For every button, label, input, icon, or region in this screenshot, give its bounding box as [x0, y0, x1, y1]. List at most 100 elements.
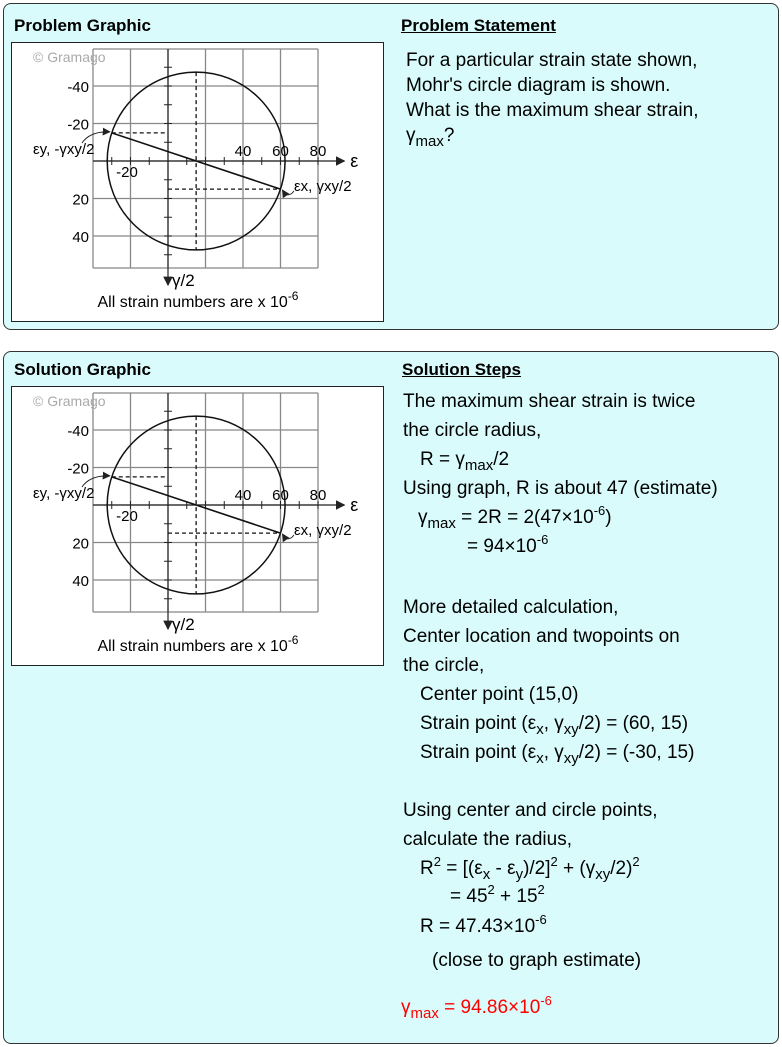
- step-line: = 452 + 152: [450, 883, 545, 908]
- x-tick-label: 80: [310, 143, 327, 160]
- y-tick-label: 20: [72, 536, 89, 553]
- text-segment: x: [482, 866, 491, 883]
- step-line: R2 = [(εx - εy)/2]2 + (γxy/2)2: [420, 855, 640, 883]
- x-axis-label: ε: [350, 151, 358, 171]
- pointer-arrow: [81, 127, 111, 144]
- x-axis-label: ε: [350, 495, 358, 515]
- step-line: R = γmax/2: [420, 449, 510, 474]
- watermark: © Gramago: [33, 393, 106, 409]
- point-y-label: εy, -γxy/2: [33, 485, 94, 502]
- x-tick-label: 80: [310, 487, 327, 504]
- point-x-label: εx, γxy/2: [294, 522, 352, 539]
- step-line: Using center and circle points,: [403, 800, 658, 822]
- text-segment: = 94×10: [467, 536, 537, 557]
- point-x-label: εx, γxy/2: [294, 178, 352, 195]
- text-segment: The maximum shear strain is twice: [403, 391, 696, 412]
- text-segment: ): [605, 507, 612, 528]
- text-segment: 2: [632, 854, 640, 869]
- diameter-line: [111, 132, 281, 190]
- text-segment: y: [515, 866, 524, 883]
- y-axis-label: γ/2: [172, 271, 195, 290]
- x-tick-label: 40: [235, 487, 252, 504]
- diameter-line: [111, 476, 281, 534]
- text-segment: γ: [418, 507, 428, 528]
- text-segment: )/2]: [523, 858, 551, 879]
- text-segment: = 2R = 2(47×10: [455, 507, 594, 528]
- pointer-arrow: [281, 533, 295, 543]
- text-segment: + 15: [494, 886, 538, 907]
- text-segment: What is the maximum shear strain,: [406, 100, 699, 121]
- mohr-graph-svg: © Gramago -40 -20 20 40 -20 40 60 80 ε γ/2 εy, -γxy…: [33, 392, 358, 655]
- x-tick-label: -20: [116, 164, 138, 181]
- text-segment: 2: [550, 854, 558, 869]
- step-line: Strain point (εx, γxy/2) = (60, 15): [420, 713, 689, 738]
- y-tick-label: 40: [72, 229, 89, 246]
- y-tick-label: -20: [67, 461, 89, 478]
- text-segment: xy: [595, 866, 611, 883]
- text-segment: - ε: [490, 858, 516, 879]
- step-line: calculate the radius,: [403, 829, 572, 851]
- text-segment: max: [410, 1005, 439, 1022]
- text-segment: γ: [401, 997, 411, 1018]
- text-segment: max: [464, 457, 494, 474]
- text-segment: For a particular strain state shown,: [406, 50, 698, 71]
- text-segment: /2) = (-30, 15): [578, 742, 695, 763]
- problem-graphic-title: Problem Graphic: [14, 16, 151, 35]
- text-segment: Using center and circle points,: [403, 800, 658, 821]
- text-segment: R = 47.43×10: [420, 916, 536, 937]
- text-segment: , γ: [543, 742, 564, 763]
- step-line: Strain point (εx, γxy/2) = (-30, 15): [420, 742, 695, 767]
- step-line: the circle,: [403, 655, 484, 677]
- text-segment: Strain point (ε: [420, 742, 537, 763]
- text-segment: /2) = (60, 15): [578, 713, 689, 734]
- pointer-arrow: [81, 471, 111, 488]
- pointer-arrow: [281, 189, 295, 199]
- mohr-circle: [106, 415, 286, 595]
- text-segment: x: [536, 750, 544, 767]
- text-segment: -6: [540, 993, 552, 1008]
- x-tick-label: 60: [272, 487, 289, 504]
- text-segment: = [(ε: [440, 858, 483, 879]
- x-tick-label: 40: [235, 143, 252, 160]
- solution-steps-title: Solution Steps: [402, 360, 521, 379]
- text-segment: max: [415, 133, 444, 150]
- mohr-circle: [106, 71, 286, 251]
- text-segment: -6: [593, 503, 606, 518]
- text-segment: max: [427, 515, 456, 532]
- text-segment: 2: [433, 854, 441, 869]
- text-segment: , γ: [543, 713, 564, 734]
- problem-graph: © Gramago -40 -20 20 40 -20 40 60 80 ε γ/2 εy, -γxy…: [11, 42, 384, 322]
- text-segment: the circle radius,: [403, 420, 542, 441]
- step-line: R = 47.43×10-6: [420, 913, 547, 938]
- text-segment: γ: [406, 125, 416, 146]
- step-line: γmax = 2R = 2(47×10-6): [418, 504, 612, 532]
- text-segment: x: [536, 721, 544, 738]
- text-segment: -6: [535, 912, 547, 927]
- text-segment: calculate the radius,: [403, 829, 572, 850]
- step-line: (close to graph estimate): [432, 950, 641, 972]
- step-line: More detailed calculation,: [403, 597, 618, 619]
- text-segment: Mohr's circle diagram is shown.: [406, 75, 671, 96]
- x-tick-label: -20: [116, 508, 138, 525]
- solution-graph: © Gramago -40 -20 20 40 -20 40 60 80 ε γ/2 εy, -γxy…: [11, 386, 384, 666]
- statement-line: What is the maximum shear strain,: [406, 100, 698, 122]
- mohr-graph-svg: © Gramago -40 -20 20 40 -20 40 60 80 ε γ/2 εy, -γxy…: [33, 48, 358, 311]
- answer-line: γmax = 94.86×10-6: [401, 994, 552, 1022]
- text-segment: 2: [537, 882, 545, 897]
- step-line: the circle radius,: [403, 420, 541, 442]
- caption-text: All strain numbers are x 10: [98, 294, 288, 311]
- text-segment: R: [420, 858, 434, 879]
- y-tick-label: 20: [72, 192, 89, 209]
- graph-caption: All strain numbers are x 10-6: [98, 633, 299, 655]
- text-segment: -6: [536, 532, 549, 547]
- statement-line: γmax?: [406, 125, 454, 150]
- step-line: Using graph, R is about 47 (estimate): [403, 478, 718, 500]
- text-segment: /2: [493, 449, 510, 470]
- watermark: © Gramago: [33, 49, 106, 65]
- text-segment: = 45: [450, 886, 488, 907]
- text-segment: = 94.86×10: [438, 997, 541, 1018]
- text-segment: Center location and twopoints on: [403, 626, 680, 647]
- step-line: = 94×10-6: [467, 533, 548, 558]
- text-segment: /2): [610, 858, 633, 879]
- text-segment: + (γ: [557, 858, 596, 879]
